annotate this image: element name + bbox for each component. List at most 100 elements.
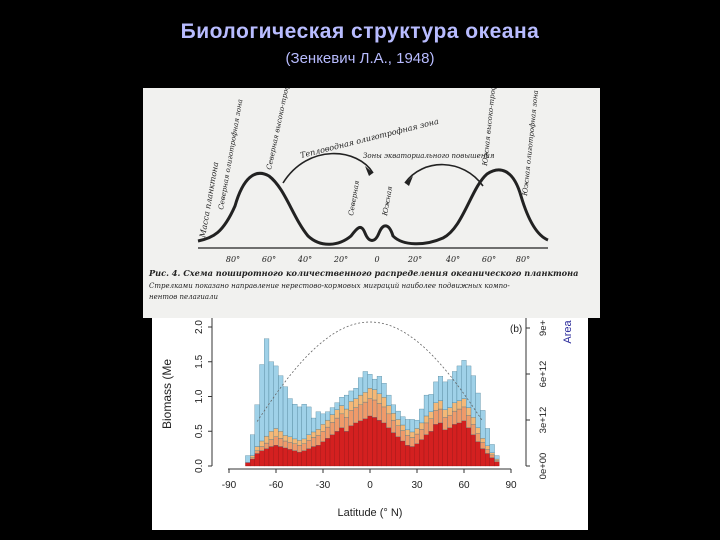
bar-segment	[390, 413, 396, 421]
scheme-tick-label: 60°	[482, 255, 496, 264]
bar-segment	[339, 427, 345, 467]
bar-segment	[362, 418, 368, 467]
bar-segment	[447, 415, 453, 428]
y2-tick-labels: 0e+00 3e+12 6e+12 9e+	[526, 319, 549, 479]
x-tick-label: 60	[458, 480, 470, 491]
bar-segment	[423, 394, 429, 417]
bar-segment	[268, 439, 274, 447]
bar-segment	[358, 420, 364, 467]
bar-segment	[254, 453, 260, 467]
bar-segment	[494, 458, 500, 461]
bar-segment	[264, 435, 270, 444]
bar-segment	[278, 446, 284, 467]
bar-segment	[409, 437, 415, 447]
bar-segment	[376, 376, 382, 394]
y2-tick-label: 3e+12	[538, 407, 549, 434]
bar-segment	[320, 441, 326, 467]
area-curve	[256, 321, 484, 422]
bar-segment	[334, 431, 340, 467]
bar-segment	[358, 394, 364, 405]
bar-segment	[287, 436, 293, 443]
bar-segment	[470, 375, 476, 418]
bar-segment	[353, 398, 359, 408]
bar-segment	[278, 438, 284, 447]
x-tick-labels: -90 -60 -30 0 30 60 90	[222, 469, 517, 491]
bar-segment	[452, 371, 458, 403]
bar-segment	[447, 427, 453, 467]
bar-segment	[489, 454, 495, 458]
bar-segment	[362, 401, 368, 419]
bar-segment	[423, 434, 429, 467]
bar-segment	[405, 419, 411, 431]
y-tick-label: 1.0	[194, 389, 205, 403]
scheme-tick-label: 40°	[297, 255, 312, 264]
bar-segment	[400, 430, 406, 442]
bar-segment	[461, 420, 467, 467]
bar-segment	[358, 404, 364, 421]
x-tick-label: 30	[411, 480, 423, 491]
scheme-tick-label: 60°	[262, 255, 276, 264]
bar-segment	[470, 434, 476, 467]
bar-segment	[358, 377, 364, 396]
bar-segment	[296, 451, 302, 467]
x-tick-label: 90	[505, 480, 517, 491]
bar-segment	[381, 383, 387, 398]
bar-segment	[419, 439, 425, 467]
bar-segment	[428, 431, 434, 467]
bar-segment	[259, 440, 265, 447]
bar-segment	[348, 401, 354, 411]
bar-segment	[268, 361, 274, 432]
slide-subtitle: (Зенкевич Л.А., 1948)	[285, 50, 435, 67]
y-tick-label: 2.0	[194, 320, 205, 334]
bar-segment	[292, 450, 298, 467]
y-axis-label: Biomass (Me	[160, 359, 174, 429]
migration-arrow-south	[404, 163, 484, 187]
bar-segment	[480, 442, 486, 449]
bar-segment	[470, 417, 476, 425]
zone-label: Зоны экваториального повышения	[363, 152, 495, 160]
bar-segment	[456, 408, 462, 424]
bar-segment	[466, 415, 472, 428]
bar-segment	[428, 411, 434, 419]
bar-segment	[325, 419, 331, 428]
chart-bars	[245, 338, 500, 467]
bar-segment	[311, 446, 317, 467]
x-tick-label: 0	[367, 480, 373, 491]
bar-segment	[250, 458, 256, 467]
bar-segment	[466, 427, 472, 467]
bar-segment	[329, 422, 335, 435]
bar-segment	[428, 418, 434, 432]
bar-segment	[461, 406, 467, 421]
bar-segment	[405, 435, 411, 446]
bar-segment	[339, 405, 345, 415]
biomass-chart: -90 -60 -30 0 30 60 90 0.0 0.5 1.0 1.5 2.0 0e+00 3e…	[160, 316, 574, 519]
bar-segment	[400, 416, 406, 426]
bar-segment	[489, 444, 495, 453]
bar-segment	[329, 414, 335, 423]
bar-segment	[480, 448, 486, 467]
bar-segment	[423, 422, 429, 435]
bar-segment	[264, 448, 270, 467]
bar-segment	[442, 409, 448, 418]
scheme-tick-label: 20°	[333, 255, 348, 264]
bar-segment	[414, 443, 420, 467]
bar-segment	[405, 444, 411, 467]
bar-segment	[433, 410, 439, 425]
bar-segment	[437, 422, 443, 467]
bar-segment	[390, 419, 396, 433]
bar-segment	[296, 444, 302, 453]
bar-segment	[278, 431, 284, 439]
bar-segment	[475, 427, 481, 434]
bar-segment	[254, 404, 260, 447]
bar-segment	[362, 371, 368, 393]
bar-segment	[273, 428, 279, 437]
bar-segment	[390, 432, 396, 467]
bar-segment	[437, 400, 443, 410]
bar-segment	[381, 422, 387, 467]
bar-segment	[259, 364, 265, 442]
x-tick-label: -90	[222, 480, 237, 491]
bar-segment	[395, 410, 401, 420]
bar-segment	[386, 413, 392, 428]
bar-segment	[296, 440, 302, 446]
scheme-tick-label: 20°	[407, 255, 422, 264]
